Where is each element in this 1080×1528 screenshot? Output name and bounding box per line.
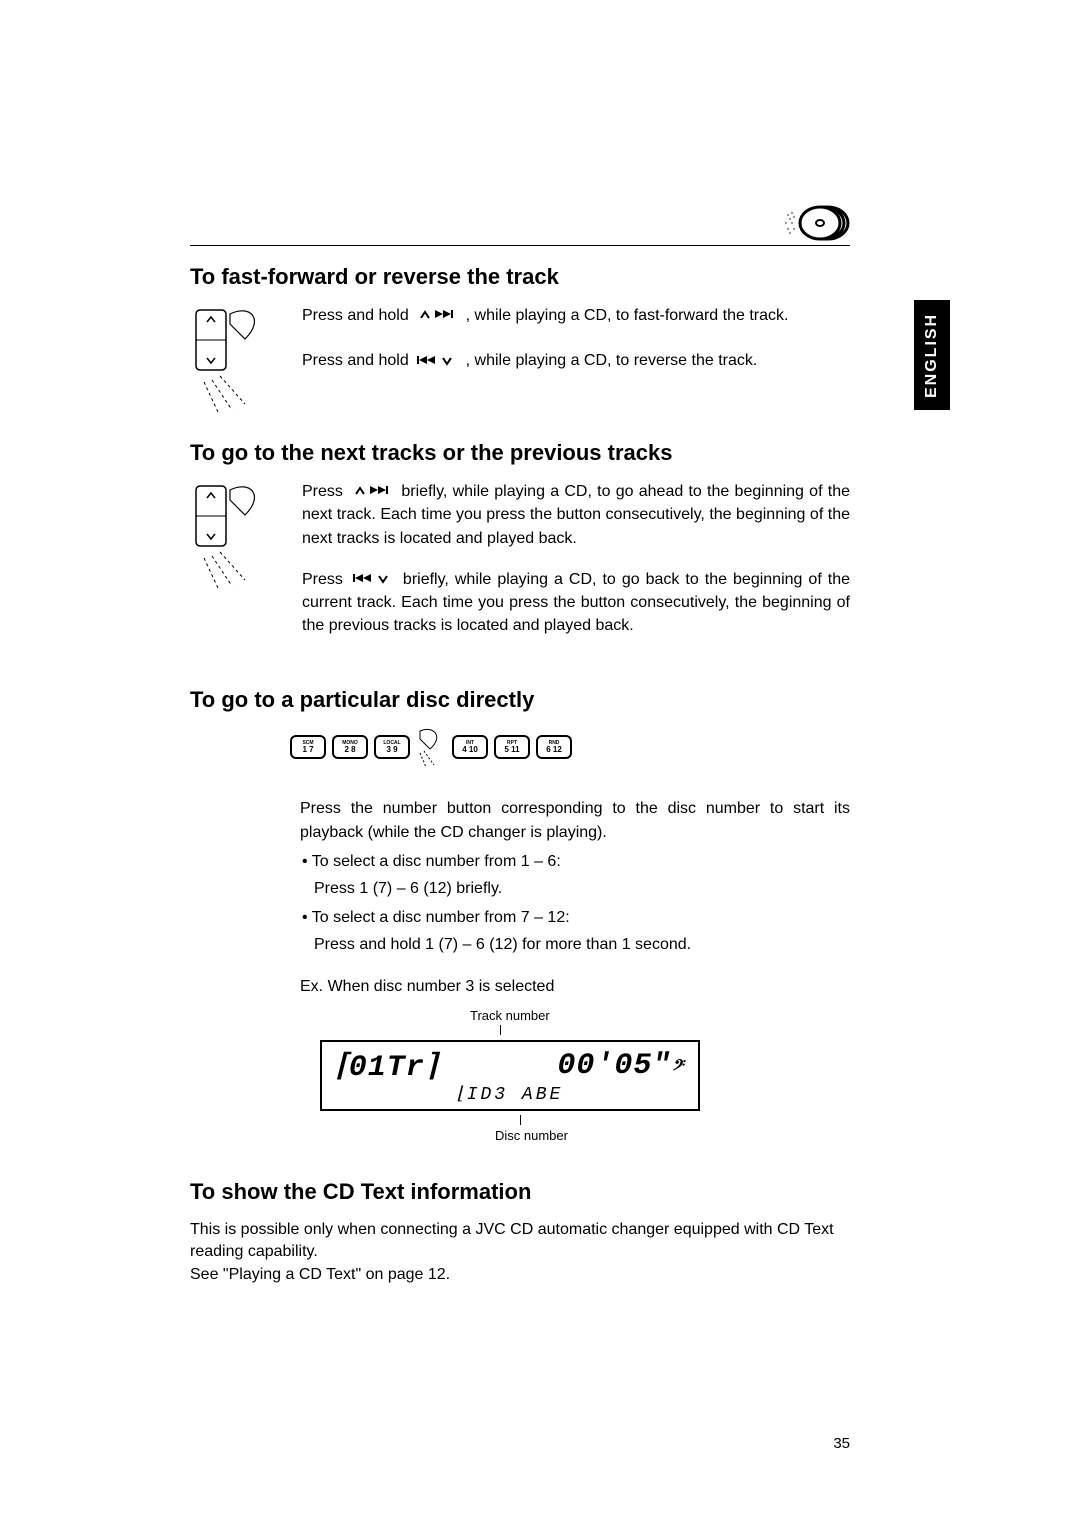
lcd-display: ⌈01Tr⌉ 00'05"𝄢 ⌊ID3 ABE — [320, 1040, 700, 1111]
num-button-6: RND6 12 — [536, 735, 572, 759]
text: Press — [302, 483, 348, 500]
divider — [190, 245, 850, 246]
finger-press-icon — [416, 727, 446, 767]
text: Ex. When disc number 3 is selected — [300, 975, 850, 998]
text: , while playing a CD, to fast-forward th… — [466, 307, 789, 324]
num-button-2: MONO2 8 — [332, 735, 368, 759]
text: Press the number button corresponding to… — [300, 797, 850, 843]
text-column: Press briefly, while playing a CD, to go… — [302, 480, 850, 651]
page-number: 35 — [833, 1435, 850, 1452]
down-rev-icon — [351, 568, 395, 591]
bullet: • To select a disc number from 1 – 6: — [302, 850, 850, 873]
page-content: ENGLISH To fast-forward or reverse the t… — [190, 245, 850, 1322]
text: Press — [302, 571, 349, 588]
up-fwd-icon — [415, 304, 459, 327]
disc-instructions: Press the number button corresponding to… — [300, 797, 850, 997]
text: See "Playing a CD Text" on page 12. — [190, 1264, 850, 1286]
section-next-prev: To go to the next tracks or the previous… — [190, 440, 850, 651]
display-sub: ID3 ABE — [467, 1085, 564, 1105]
track-number-label: Track number — [470, 1008, 700, 1038]
number-button-row: SCM1 7 MONO2 8 LOCAL3 9 INT4 10 RPT5 11 … — [290, 727, 850, 767]
section-title: To go to the next tracks or the previous… — [190, 440, 850, 466]
num-button-4: INT4 10 — [452, 735, 488, 759]
num-button-5: RPT5 11 — [494, 735, 530, 759]
rocker-button-illustration — [190, 480, 280, 580]
text: Press and hold 1 (7) – 6 (12) for more t… — [314, 933, 850, 956]
section-disc-direct: To go to a particular disc directly SCM1… — [190, 687, 850, 1142]
disc-number-label: Disc number — [495, 1113, 700, 1143]
display-example: Track number ⌈01Tr⌉ 00'05"𝄢 ⌊ID3 ABE Dis… — [320, 1008, 700, 1143]
down-rev-icon — [415, 350, 459, 373]
section-cd-text: To show the CD Text information This is … — [190, 1179, 850, 1286]
section-title: To show the CD Text information — [190, 1179, 850, 1205]
up-fwd-icon — [350, 480, 394, 503]
text: , while playing a CD, to reverse the tra… — [466, 352, 758, 369]
rocker-button-illustration — [190, 304, 280, 404]
num-button-1: SCM1 7 — [290, 735, 326, 759]
text: Press and hold — [302, 352, 413, 369]
cd-icon — [780, 205, 850, 246]
language-tab: ENGLISH — [914, 300, 950, 410]
text: Press and hold — [302, 307, 413, 324]
display-time: 00'05" — [557, 1049, 671, 1083]
section-title: To go to a particular disc directly — [190, 687, 850, 713]
num-button-3: LOCAL3 9 — [374, 735, 410, 759]
section-fast-forward: To fast-forward or reverse the track — [190, 264, 850, 404]
text: Press 1 (7) – 6 (12) briefly. — [314, 877, 850, 900]
text-column: Press and hold , while playing a CD, to … — [302, 304, 850, 404]
text: This is possible only when connecting a … — [190, 1219, 850, 1264]
bullet: • To select a disc number from 7 – 12: — [302, 906, 850, 929]
display-track: 01Tr — [349, 1051, 425, 1085]
section-title: To fast-forward or reverse the track — [190, 264, 850, 290]
